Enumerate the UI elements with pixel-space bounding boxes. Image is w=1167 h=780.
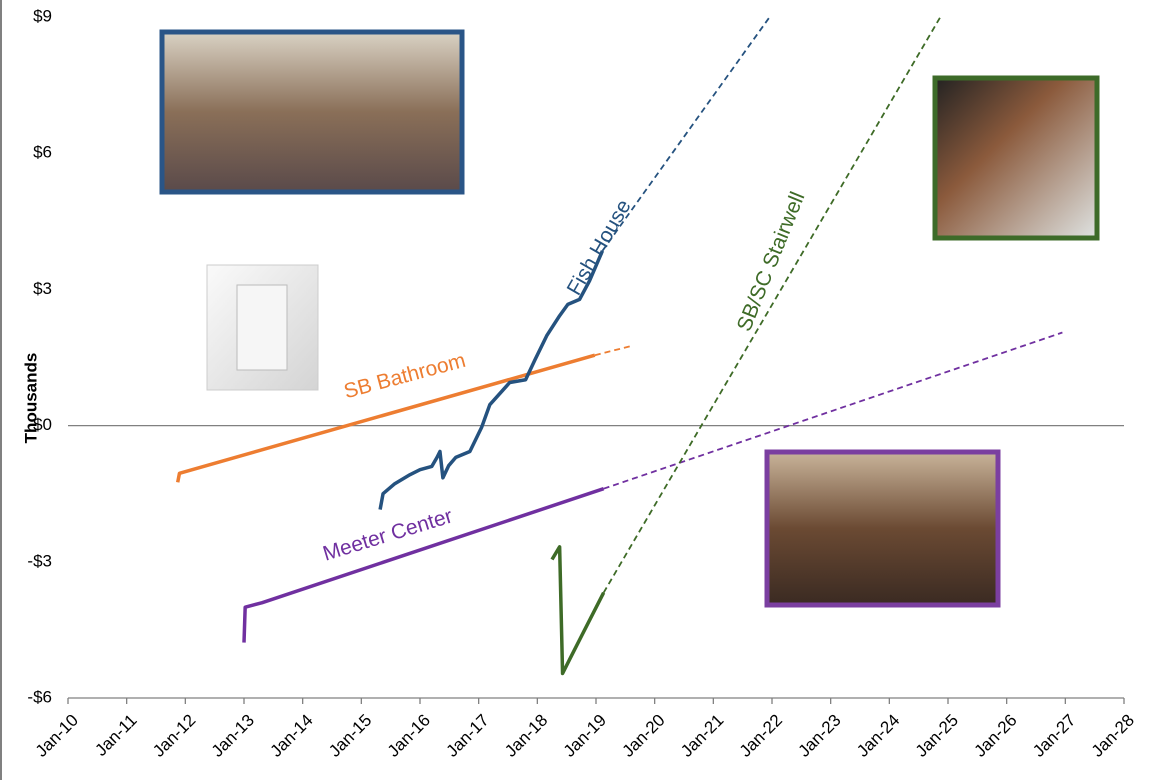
x-tick-label: Jan-15 [325, 711, 375, 761]
x-tick-label: Jan-28 [1088, 711, 1138, 761]
photo-library [764, 449, 1001, 608]
series-line [550, 545, 606, 676]
x-tick-label: Jan-16 [384, 711, 434, 761]
x-tick-label: Jan-21 [677, 711, 727, 761]
photo-lounge [159, 29, 465, 195]
photo-switch [206, 264, 319, 391]
series-label: Fish House [563, 196, 636, 299]
x-tick-label: Jan-22 [736, 711, 786, 761]
y-axis-title: Thousands [21, 353, 40, 444]
y-tick-label: -$6 [27, 687, 52, 706]
x-tick-label: Jan-19 [560, 711, 610, 761]
series-line [242, 487, 605, 643]
y-tick-label: $6 [33, 143, 52, 162]
x-tick-label: Jan-10 [32, 711, 82, 761]
y-tick-label: $0 [33, 415, 52, 434]
x-tick-label: Jan-24 [853, 711, 903, 761]
x-tick-label: Jan-23 [794, 711, 844, 761]
series-line [378, 250, 605, 510]
x-tick-label: Jan-13 [208, 711, 258, 761]
y-tick-label: $3 [33, 279, 52, 298]
x-tick-label: Jan-12 [149, 711, 199, 761]
projection-line [594, 344, 633, 357]
x-tick-label: Jan-20 [618, 711, 668, 761]
x-tick-label: Jan-25 [912, 711, 962, 761]
x-tick-label: Jan-26 [970, 711, 1020, 761]
x-tick-label: Jan-11 [91, 711, 140, 760]
y-tick-label: $9 [33, 6, 52, 25]
series-line [175, 353, 596, 483]
x-tick-label: Jan-14 [266, 711, 316, 761]
series-label: Meeter Center [320, 504, 455, 565]
projection-line [601, 16, 771, 252]
photo-light [932, 75, 1100, 241]
projection-line [602, 16, 942, 594]
y-tick-label: -$3 [27, 551, 52, 570]
x-tick-label: Jan-18 [501, 711, 551, 761]
x-tick-label: Jan-27 [1029, 711, 1079, 761]
plot-area [175, 16, 1063, 676]
x-tick-label: Jan-17 [442, 711, 492, 761]
